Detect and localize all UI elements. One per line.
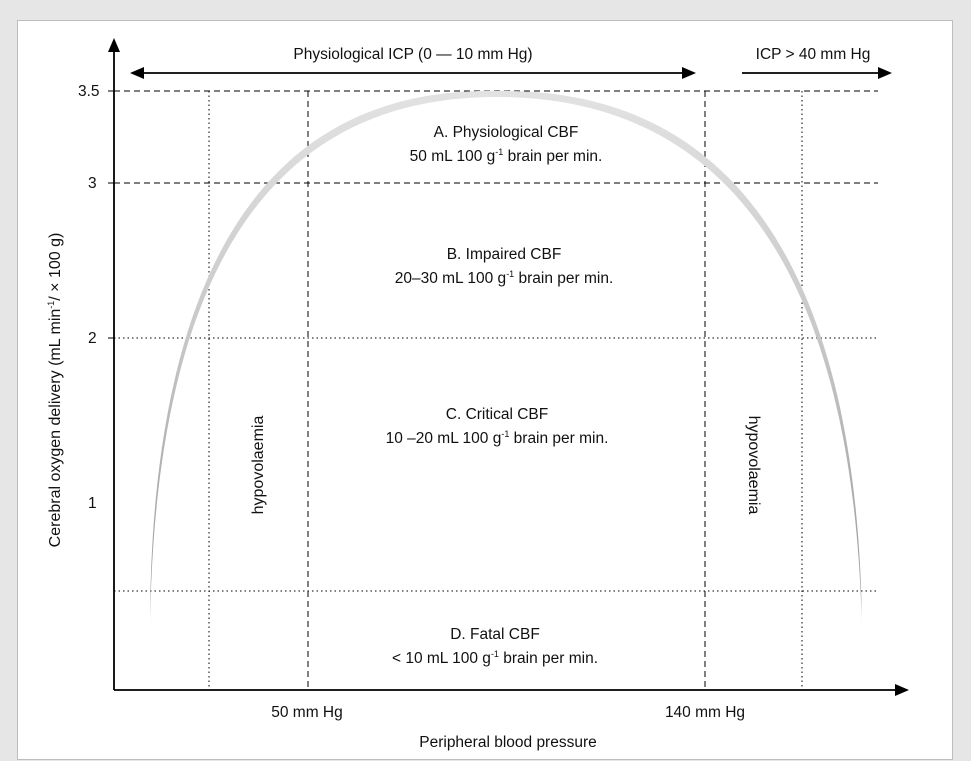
x-tick-label-140: 140 mm Hg xyxy=(664,704,746,721)
y-tick-label-3-5: 3.5 xyxy=(78,83,100,100)
zone-a-rest: brain per min xyxy=(503,148,599,165)
zone-a-superscript: -1 xyxy=(495,147,504,157)
y-axis-label: Cerebral oxygen delivery (mL min-1/ × 10… xyxy=(46,232,64,548)
y-tick-label-3: 3 xyxy=(88,175,97,192)
zone-a-title: Physiological CBF xyxy=(452,124,579,141)
zone-a-label: A. Physiological CBF 50 mL 100 g-1 brain… xyxy=(410,121,603,169)
icp-high-label: ICP > 40 mm Hg xyxy=(755,46,871,63)
zone-c-rest: brain per min xyxy=(509,430,605,447)
y-tick-label-1: 1 xyxy=(88,495,97,512)
zone-c-label: C. Critical CBF 10 –20 mL 100 g-1 brain … xyxy=(386,403,609,451)
hypovolaemia-label-left: hypovolaemia xyxy=(250,415,267,515)
zone-d-label: D. Fatal CBF < 10 mL 100 g-1 brain per m… xyxy=(392,623,598,671)
y-axis-arrowhead xyxy=(108,38,120,52)
x-tick-label-50: 50 mm Hg xyxy=(271,704,343,721)
icp-physiological-arrowhead-right xyxy=(682,67,696,79)
zone-c-superscript: -1 xyxy=(501,429,510,439)
zone-c-value: 10 –20 mL 100 g xyxy=(385,430,502,447)
zone-a-value: 50 mL 100 g xyxy=(409,148,496,165)
zone-b-label: B. Impaired CBF 20–30 mL 100 g-1 brain p… xyxy=(395,243,614,291)
hypovolaemia-label-right: hypovolaemia xyxy=(745,415,762,515)
zone-b-superscript: -1 xyxy=(506,269,515,279)
zone-b-letter: B. xyxy=(446,246,462,263)
zone-b-title: Impaired CBF xyxy=(465,246,562,263)
x-axis-label: Peripheral blood pressure xyxy=(419,734,597,751)
zone-d-letter: D. xyxy=(450,626,466,643)
icp-physiological-arrowhead-left xyxy=(130,67,144,79)
zone-d-title: Fatal CBF xyxy=(470,626,540,643)
zone-c-letter: C. xyxy=(445,406,462,423)
zone-d-dot: . xyxy=(593,650,599,667)
zone-b-value: 20–30 mL 100 g xyxy=(394,270,507,287)
cbf-curve xyxy=(150,90,862,631)
zone-a-letter: A. xyxy=(433,124,449,141)
zone-d-value: < 10 mL 100 g xyxy=(391,650,491,667)
x-axis-arrowhead xyxy=(895,684,909,696)
icp-physiological-label: Physiological ICP (0 — 10 mm Hg) xyxy=(293,46,533,63)
zone-c-title: Critical CBF xyxy=(465,406,549,423)
zone-b-rest: brain per min. xyxy=(514,270,614,287)
zone-d-superscript: -1 xyxy=(490,649,499,659)
zone-a-dot: . xyxy=(598,148,603,165)
zone-c-dot: . xyxy=(604,430,609,447)
y-tick-label-2: 2 xyxy=(88,330,97,347)
zone-d-rest: brain per min xyxy=(498,650,594,667)
icp-high-arrowhead xyxy=(878,67,892,79)
